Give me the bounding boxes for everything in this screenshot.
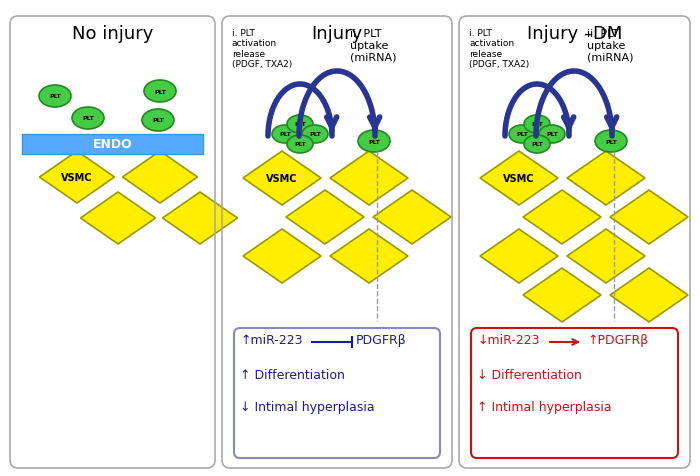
- Ellipse shape: [595, 131, 627, 153]
- Text: VSMC: VSMC: [62, 173, 92, 183]
- Text: ii. PLT
uptake
(miRNA): ii. PLT uptake (miRNA): [350, 29, 396, 62]
- Text: ↑miR-223: ↑miR-223: [240, 333, 302, 346]
- Polygon shape: [480, 152, 558, 206]
- Polygon shape: [286, 190, 364, 245]
- Polygon shape: [243, 152, 321, 206]
- Text: PLT: PLT: [309, 132, 321, 137]
- Polygon shape: [610, 190, 688, 245]
- Text: VSMC: VSMC: [266, 174, 298, 184]
- Bar: [22, 135, 203, 155]
- Ellipse shape: [287, 116, 313, 134]
- Ellipse shape: [539, 126, 565, 144]
- Ellipse shape: [524, 116, 550, 134]
- Polygon shape: [373, 190, 451, 245]
- Polygon shape: [523, 190, 601, 245]
- Text: ii. PLT
uptake
(miRNA): ii. PLT uptake (miRNA): [587, 29, 634, 62]
- Text: PLT: PLT: [531, 142, 543, 147]
- Polygon shape: [330, 229, 408, 283]
- Polygon shape: [122, 152, 197, 204]
- Polygon shape: [567, 229, 645, 283]
- Text: PLT: PLT: [49, 94, 61, 99]
- Ellipse shape: [358, 131, 390, 153]
- Polygon shape: [523, 268, 601, 322]
- Ellipse shape: [272, 126, 298, 144]
- Polygon shape: [480, 229, 558, 283]
- Text: PDGFRβ: PDGFRβ: [356, 333, 407, 346]
- Ellipse shape: [144, 81, 176, 103]
- Polygon shape: [567, 152, 645, 206]
- Text: PLT: PLT: [605, 139, 617, 144]
- Text: PLT: PLT: [279, 132, 291, 137]
- Text: No injury: No injury: [72, 25, 153, 43]
- Text: ↓ Intimal hyperplasia: ↓ Intimal hyperplasia: [240, 400, 374, 413]
- Text: i. PLT
activation
release
(PDGF, TXA2): i. PLT activation release (PDGF, TXA2): [232, 29, 293, 69]
- Text: PLT: PLT: [516, 132, 528, 137]
- Text: ↓ Differentiation: ↓ Differentiation: [477, 368, 582, 381]
- Text: VSMC: VSMC: [503, 174, 535, 184]
- Text: PLT: PLT: [546, 132, 558, 137]
- Text: ENDO: ENDO: [92, 138, 132, 151]
- Ellipse shape: [39, 86, 71, 108]
- Ellipse shape: [287, 136, 313, 154]
- Text: ↑PDGFRβ: ↑PDGFRβ: [587, 333, 648, 346]
- Text: ↑ Intimal hyperplasia: ↑ Intimal hyperplasia: [477, 400, 612, 413]
- Text: PLT: PLT: [368, 139, 380, 144]
- Ellipse shape: [302, 126, 328, 144]
- Ellipse shape: [524, 136, 550, 154]
- Ellipse shape: [142, 110, 174, 132]
- Text: i. PLT
activation
release
(PDGF, TXA2): i. PLT activation release (PDGF, TXA2): [469, 29, 529, 69]
- Text: PLT: PLT: [294, 122, 306, 127]
- Polygon shape: [610, 268, 688, 322]
- Text: ↓miR-223: ↓miR-223: [477, 333, 540, 346]
- Polygon shape: [39, 152, 115, 204]
- Text: PLT: PLT: [82, 116, 94, 121]
- Polygon shape: [243, 229, 321, 283]
- Text: PLT: PLT: [294, 142, 306, 147]
- Polygon shape: [80, 193, 155, 245]
- Text: Injury –DM: Injury –DM: [527, 25, 622, 43]
- Text: PLT: PLT: [152, 118, 164, 123]
- Text: ↑ Differentiation: ↑ Differentiation: [240, 368, 345, 381]
- Ellipse shape: [72, 108, 104, 130]
- Polygon shape: [330, 152, 408, 206]
- Text: PLT: PLT: [531, 122, 543, 127]
- Text: PLT: PLT: [154, 89, 166, 94]
- Ellipse shape: [509, 126, 535, 144]
- Text: Injury: Injury: [312, 25, 363, 43]
- Polygon shape: [162, 193, 237, 245]
